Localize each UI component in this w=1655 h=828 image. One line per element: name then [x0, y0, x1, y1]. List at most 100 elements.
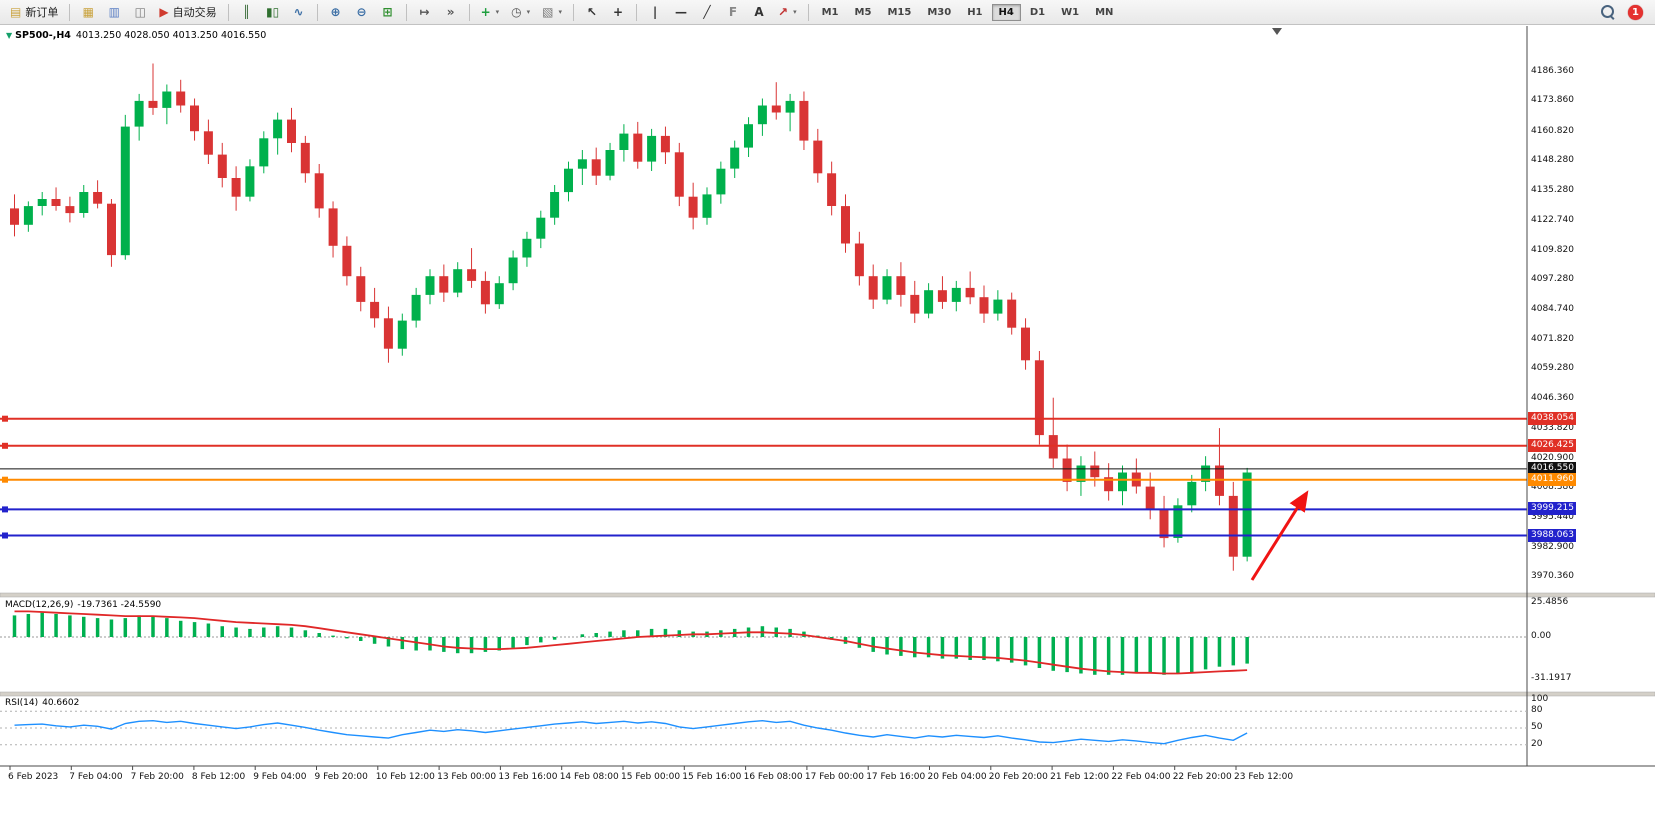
line-chart-icon[interactable]: ∿ [286, 3, 312, 21]
candle-body [827, 173, 837, 206]
new-order-button[interactable]: ▤ 新订单 [4, 1, 64, 23]
indicators-icon[interactable]: + ▾ [475, 3, 506, 21]
macd-label: MACD(12,26,9) -19.7361 -24.5590 [5, 600, 162, 610]
search-icon[interactable] [1600, 4, 1616, 20]
templates-icon[interactable]: ▧ ▾ [536, 3, 568, 21]
market-watch-icon[interactable]: ◫ [127, 3, 153, 21]
horizontal-line-icon[interactable]: — [668, 3, 694, 21]
periods-icon: ◷ [511, 5, 522, 19]
candle-body [647, 135, 657, 162]
candle-body [1090, 465, 1100, 478]
timeframe-m1[interactable]: M1 [821, 6, 839, 18]
candle-body [702, 194, 712, 218]
candle-body [1187, 481, 1197, 506]
chart-shift-icon[interactable]: » [438, 3, 464, 21]
fibonacci-icon[interactable]: F [720, 3, 746, 21]
chart-shift-icon: » [446, 5, 455, 19]
candle-body [37, 199, 47, 206]
zoom-out-icon[interactable]: ⊖ [349, 3, 375, 21]
candle-body [259, 138, 269, 167]
candle-body [841, 206, 850, 244]
candle-body [10, 208, 19, 225]
hline-handle[interactable] [2, 476, 8, 483]
zoom-in-icon[interactable]: ⊕ [323, 3, 349, 21]
vertical-line-icon: | [652, 5, 658, 19]
chart-window[interactable]: 4186.360 4173.860 4160.820 4148.280 4135.280… [0, 26, 1655, 828]
timeframe-h4[interactable]: H4 [991, 3, 1021, 21]
autotrading-button: ▶ [159, 5, 169, 19]
profiles-icon[interactable]: ▥ [101, 3, 127, 21]
crosshair-icon[interactable]: + [605, 3, 631, 21]
hline-handle[interactable] [2, 532, 8, 539]
chart-shift-marker[interactable] [1272, 28, 1282, 35]
auto-scroll-icon[interactable]: ↦ [412, 3, 438, 21]
toolbar-separator [468, 3, 470, 21]
new-chart-icon[interactable]: ▦ [75, 3, 101, 21]
time-ticks [9, 766, 1237, 770]
candlestick-chart-icon[interactable]: ▮▯ [260, 3, 286, 21]
line-chart-icon: ∿ [293, 5, 304, 19]
autotrading-button-label: 自动交易 [172, 6, 217, 19]
tile-windows-icon[interactable]: ⊞ [375, 3, 401, 21]
timeframe-h1[interactable]: H1 [967, 6, 983, 18]
timeframe-w1[interactable]: W1 [1061, 6, 1080, 18]
periods-icon[interactable]: ◷ ▾ [505, 3, 536, 21]
candle-body [924, 290, 934, 314]
candle-body [1173, 505, 1183, 538]
candle-body [148, 100, 158, 108]
hline-handle[interactable] [2, 506, 8, 513]
candle-body [176, 91, 186, 106]
autotrading-button[interactable]: ▶ 自动交易 [153, 1, 222, 23]
candle-body [79, 192, 89, 213]
cursor-icon[interactable]: ↖ [579, 3, 605, 21]
bar-chart-icon[interactable]: ║ [234, 3, 260, 21]
candle-body [190, 105, 199, 132]
arrows-icon[interactable]: ↗ ▾ [772, 3, 803, 21]
candle-body [660, 135, 670, 153]
chart-title: ▼ SP500-,H4 4013.250 4028.050 4013.250 401… [6, 30, 266, 41]
profiles-icon: ▥ [108, 5, 121, 19]
candle-body [467, 269, 477, 281]
toolbar-separator [405, 3, 407, 21]
tile-windows-icon: ⊞ [382, 5, 393, 19]
candle-body [896, 276, 906, 295]
hline-handle[interactable] [2, 415, 8, 422]
timeframe-m5[interactable]: M5 [854, 6, 872, 18]
market-watch-icon: ◫ [134, 5, 147, 19]
rsi-line [14, 719, 1248, 745]
candle-body [799, 100, 809, 141]
new-order-button: ▤ [10, 5, 22, 19]
timeframe-d1[interactable]: D1 [1029, 6, 1046, 18]
symbol-triangle-icon: ▼ [6, 31, 13, 40]
candle-body [813, 140, 823, 174]
annotation-arrow[interactable] [1250, 490, 1309, 581]
notification-badge[interactable]: 1 [1628, 4, 1643, 20]
candle-body [93, 192, 103, 204]
panel-splitter[interactable] [0, 691, 1655, 697]
panel-splitter[interactable] [0, 592, 1655, 598]
toolbar-separator [636, 3, 638, 21]
hline-handle[interactable] [2, 442, 8, 449]
candle-body [51, 199, 61, 206]
indicators-icon: + [480, 5, 491, 19]
horizontal-lines-group[interactable] [0, 415, 1527, 539]
candle-body [522, 238, 532, 258]
timeframe-mn[interactable]: MN [1095, 6, 1114, 18]
candle-body [1076, 465, 1086, 482]
timeframe-m15[interactable]: M15 [887, 6, 912, 18]
vertical-line-icon[interactable]: | [642, 3, 668, 21]
candle-body [356, 276, 366, 302]
new-chart-icon: ▦ [82, 5, 95, 19]
candle-body [134, 100, 144, 127]
candle-body [328, 208, 338, 246]
chart-canvas[interactable] [0, 26, 1655, 828]
candle-body [785, 100, 795, 113]
candle-body [370, 301, 380, 319]
candle-body [1034, 360, 1044, 436]
timeframe-m30[interactable]: M30 [927, 6, 952, 18]
trendline-icon[interactable]: ╱ [694, 3, 720, 21]
horizontal-line-icon: — [675, 5, 688, 19]
text-icon[interactable]: A [746, 3, 772, 21]
candle-body [993, 299, 1003, 314]
candle-body [965, 287, 975, 298]
